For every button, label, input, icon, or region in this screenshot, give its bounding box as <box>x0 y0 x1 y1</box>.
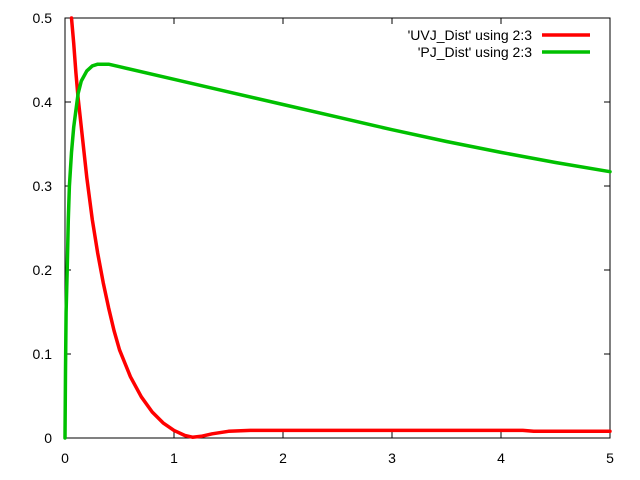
y-tick-label: 0.1 <box>33 346 53 362</box>
plot-frame <box>64 17 611 439</box>
series-line-0 <box>69 16 612 439</box>
x-tick-label: 0 <box>61 450 69 466</box>
y-tick-label: 0.2 <box>33 262 53 278</box>
y-tick-label: 0.3 <box>33 178 53 194</box>
legend-label-1: 'PJ_Dist' using 2:3 <box>418 44 533 60</box>
x-tick-label: 2 <box>279 450 287 466</box>
legend: 'UVJ_Dist' using 2:3'PJ_Dist' using 2:3 <box>408 27 590 60</box>
x-tick-label: 1 <box>170 450 178 466</box>
x-tick-label: 5 <box>606 450 614 466</box>
tick-labels: 0 1 2 3 4 5 0 0.1 0.2 0.3 0.4 0.5 <box>33 10 615 466</box>
y-tick-label: 0.4 <box>33 94 53 110</box>
legend-label-0: 'UVJ_Dist' using 2:3 <box>408 27 533 43</box>
series-line-1 <box>63 62 612 440</box>
x-tick-label: 3 <box>388 450 396 466</box>
x-tick-label: 4 <box>497 450 505 466</box>
series-lines <box>63 16 612 440</box>
y-tick-label: 0 <box>44 430 52 446</box>
y-tick-label: 0.5 <box>33 10 53 26</box>
